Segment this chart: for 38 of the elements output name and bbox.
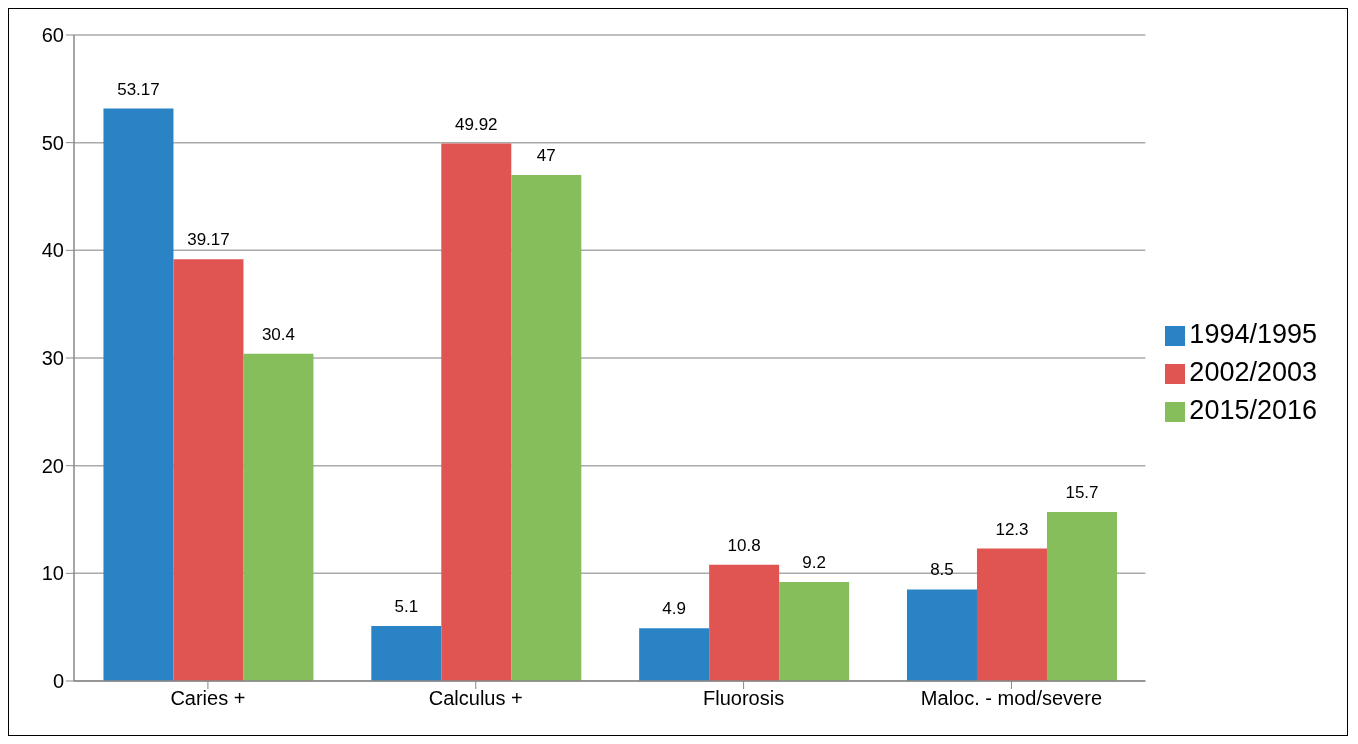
data-label: 15.7 [1065, 482, 1099, 502]
data-label: 49.92 [455, 114, 498, 134]
data-label: 12.3 [995, 519, 1029, 539]
bar [639, 628, 710, 681]
data-label: 47 [536, 145, 556, 165]
bar [906, 589, 977, 681]
y-tick-label: 30 [41, 347, 64, 370]
y-tick-label: 10 [41, 562, 64, 585]
y-tick-label: 0 [52, 670, 64, 693]
bar [441, 143, 512, 681]
data-label: 39.17 [187, 230, 230, 250]
x-tick-label: Maloc. - mod/severe [920, 687, 1103, 710]
y-tick-label: 60 [41, 24, 64, 47]
data-label: 10.8 [727, 535, 761, 555]
bar [1046, 511, 1117, 681]
legend-label: 1994/1995 [1189, 319, 1317, 349]
data-label: 5.1 [394, 597, 419, 617]
data-label: 4.9 [662, 599, 686, 619]
x-tick-label: Caries + [170, 687, 246, 710]
bar [371, 626, 442, 681]
bar [779, 581, 850, 681]
legend-label: 2002/2003 [1189, 357, 1317, 387]
x-tick-label: Fluorosis [703, 687, 785, 710]
bar [173, 259, 244, 681]
bar [511, 174, 582, 681]
y-tick-label: 40 [41, 239, 64, 262]
x-tick-label: Calculus + [428, 687, 523, 710]
y-tick-label: 20 [41, 454, 64, 477]
data-label: 30.4 [261, 324, 296, 344]
bar [103, 108, 174, 681]
data-label: 8.5 [930, 560, 954, 580]
data-label: 9.2 [802, 552, 826, 572]
y-tick-label: 50 [41, 131, 64, 154]
bar [709, 564, 780, 681]
bar [243, 353, 314, 681]
data-label: 53.17 [117, 79, 160, 99]
bar [976, 548, 1047, 681]
legend-label: 2015/2016 [1189, 395, 1317, 425]
